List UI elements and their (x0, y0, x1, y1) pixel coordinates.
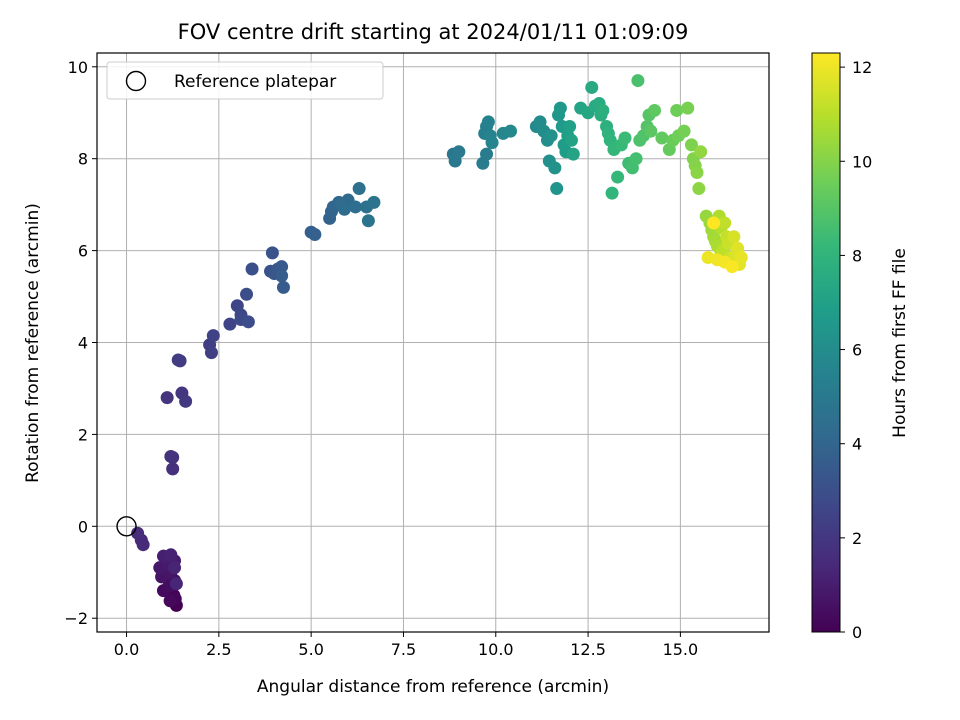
colorbar-tick-label: 4 (852, 435, 862, 454)
data-point (681, 101, 695, 115)
x-axis-label: Angular distance from reference (arcmin) (257, 677, 609, 697)
data-point (136, 538, 150, 552)
x-tick-label: 0.0 (114, 640, 139, 659)
data-point (631, 74, 645, 88)
data-point (734, 250, 748, 264)
data-point (163, 594, 177, 608)
data-point (596, 103, 610, 117)
y-tick-label: 8 (78, 150, 88, 169)
data-point (223, 317, 237, 331)
data-point (241, 315, 255, 329)
x-tick-label: 5.0 (298, 640, 323, 659)
data-point (725, 260, 739, 274)
data-point (611, 170, 625, 184)
y-tick-label: 0 (78, 517, 88, 536)
reference-point-marker (116, 516, 137, 537)
data-point (169, 577, 183, 591)
x-axis-ticks: 0.0 2.5 5.0 7.5 10.0 12.5 15.0 (114, 632, 698, 659)
y-axis-label: Rotation from reference (arcmin) (23, 203, 43, 483)
data-point (694, 145, 708, 159)
data-point (265, 246, 279, 260)
data-point (564, 133, 578, 147)
data-point (585, 80, 599, 94)
x-tick-label: 10.0 (478, 640, 514, 659)
data-point (548, 161, 562, 175)
data-point (308, 228, 322, 242)
data-point (563, 120, 577, 134)
data-point (655, 131, 669, 145)
data-point (275, 260, 289, 274)
data-point (240, 287, 254, 301)
x-tick-label: 7.5 (391, 640, 416, 659)
data-point (480, 147, 494, 161)
y-tick-label: 4 (78, 334, 88, 353)
data-point (670, 103, 684, 117)
data-point (361, 214, 375, 228)
data-point (707, 216, 721, 230)
data-point (160, 391, 174, 405)
x-tick-label: 12.5 (570, 640, 606, 659)
colorbar-tick-label: 10 (852, 152, 872, 171)
colorbar: 0 2 4 6 8 10 12 Hours from first FF file (811, 52, 910, 642)
colorbar-label: Hours from first FF file (890, 248, 910, 438)
data-point (692, 182, 706, 196)
colorbar-tick-label: 0 (852, 623, 862, 642)
data-point (171, 353, 185, 367)
data-point (348, 200, 362, 214)
data-point (629, 152, 643, 166)
data-point (690, 165, 704, 179)
data-point (644, 124, 658, 138)
colorbar-tick-label: 6 (852, 341, 862, 360)
legend-marker-reference (125, 70, 147, 92)
data-point (337, 202, 351, 216)
data-point (718, 216, 732, 230)
y-axis-ticks: −2 0 2 4 6 8 10 (64, 58, 97, 628)
data-point (618, 131, 632, 145)
data-point (164, 449, 178, 463)
data-point (131, 526, 145, 540)
data-point (485, 136, 499, 150)
data-point (206, 329, 220, 343)
colorbar-tick-label: 12 (852, 58, 872, 77)
y-tick-label: 10 (68, 58, 88, 77)
data-point (605, 186, 619, 200)
y-tick-label: 2 (78, 425, 88, 444)
data-point (544, 129, 558, 143)
data-point (684, 138, 698, 152)
data-point (352, 182, 366, 196)
data-point (566, 147, 580, 161)
x-tick-label: 2.5 (206, 640, 231, 659)
scatter-points (116, 74, 748, 612)
data-point (275, 269, 289, 283)
data-point (677, 124, 691, 138)
data-point (367, 195, 381, 209)
data-point (452, 145, 466, 159)
data-point (204, 346, 218, 360)
x-tick-label: 15.0 (663, 640, 699, 659)
colorbar-ticks: 0 2 4 6 8 10 12 (840, 58, 872, 642)
data-point (648, 103, 662, 117)
data-point (166, 462, 180, 476)
data-point (245, 262, 259, 276)
colorbar-tick-label: 8 (852, 246, 862, 265)
data-point (504, 124, 518, 138)
data-point (168, 561, 182, 575)
legend-entry-reference: Reference platepar (174, 72, 336, 92)
colorbar-gradient (811, 52, 841, 633)
y-tick-label: −2 (64, 609, 88, 628)
chart-title: FOV centre drift starting at 2024/01/11 … (178, 20, 689, 44)
data-point (553, 101, 567, 115)
legend-box (106, 61, 384, 100)
data-point (727, 230, 741, 244)
data-point (179, 394, 193, 408)
y-tick-label: 6 (78, 242, 88, 261)
legend: Reference platepar (106, 61, 384, 100)
data-point (276, 280, 290, 294)
colorbar-tick-label: 2 (852, 529, 862, 548)
data-point (481, 115, 495, 129)
data-point (164, 548, 178, 562)
data-point (550, 182, 564, 196)
